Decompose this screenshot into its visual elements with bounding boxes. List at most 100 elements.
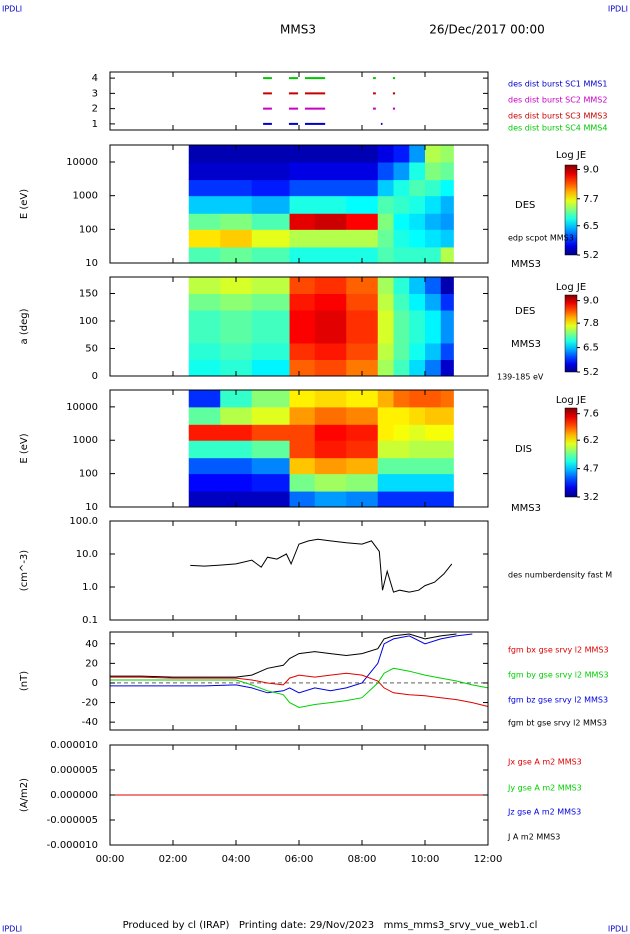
burst-interval [288, 122, 299, 125]
spectrogram-cell [289, 406, 316, 425]
spectrogram-cell [188, 277, 221, 294]
y-tick-label: 0.000005 [50, 765, 98, 776]
legend-entry: fgm bt gse srvy l2 MMS3 [508, 719, 607, 728]
spectrogram-cell [346, 343, 379, 360]
spectrogram-cell [188, 229, 221, 248]
burst-interval [373, 92, 376, 95]
spectrogram-cell [314, 162, 347, 181]
y-tick-label: 10 [85, 258, 98, 269]
spectrogram-cell [393, 246, 410, 264]
spectrogram-cell [409, 310, 426, 327]
spectrogram-cell [393, 213, 410, 230]
burst-interval [392, 77, 396, 80]
spectrogram-cell [409, 229, 426, 248]
spectrogram-cell [409, 162, 426, 181]
colorbar-tick-label: 6.2 [583, 435, 599, 446]
spectrogram-cell [425, 440, 442, 459]
colorbar-tick-label: 5.2 [583, 250, 599, 261]
spectrogram-cell [425, 293, 442, 311]
y-axis-label: E (eV) [19, 189, 30, 219]
spectrogram-cell [220, 473, 253, 492]
spectrogram-cell [251, 491, 291, 508]
spectrogram-cell [188, 213, 221, 230]
spectrogram-cell [314, 457, 347, 475]
y-tick-label: 10.0 [76, 549, 98, 560]
spectrogram-cell [289, 195, 316, 214]
spectrogram-cell [188, 246, 221, 264]
burst-interval [288, 107, 299, 110]
spectrogram-cell [346, 293, 379, 311]
spectrogram-cell [409, 491, 426, 508]
y-tick-label: 3 [92, 88, 98, 99]
spectrogram-cell [314, 491, 347, 508]
spectrogram-cell [346, 326, 379, 344]
spectrogram-cell [188, 473, 221, 492]
spectrogram-cell [377, 162, 394, 181]
y-tick-label: 10000 [66, 402, 98, 413]
spectrogram-cell [251, 473, 291, 492]
burst-interval [373, 107, 376, 110]
spectrogram-cell [289, 440, 316, 459]
spectrogram-cell [393, 179, 410, 197]
spectrogram-cell [346, 440, 379, 459]
spectrogram-cell [346, 213, 379, 230]
spectrogram-cell [393, 390, 410, 408]
spectrogram-cell [440, 326, 454, 344]
colorbar-title: Log JE [556, 150, 586, 161]
spectrogram-cell [188, 440, 221, 459]
spectrogram-cell [393, 326, 410, 344]
burst-interval [263, 92, 272, 95]
burst-interval [304, 107, 326, 110]
spectrogram-cell [289, 390, 316, 408]
spectrogram-cell [409, 473, 426, 492]
spectrogram-cell [289, 246, 316, 264]
series-line [110, 633, 457, 678]
colorbar-tick-label: 4.7 [583, 464, 599, 475]
legend-entry: des numberdensity fast M [508, 571, 612, 580]
spectrogram-cell [440, 310, 454, 327]
spectrogram-cell [251, 145, 291, 163]
spectrogram-cell [289, 424, 316, 441]
spectrogram-cell [188, 145, 221, 163]
spectrogram-cell [314, 326, 347, 344]
panel: Log JE 9.0 7.8 6.5 5.2 DES MMS3 139-185 eV 0 50 10… [19, 276, 599, 382]
spectrogram-cell [220, 229, 253, 248]
y-tick-label: 0.1 [82, 615, 98, 626]
spectrogram-cell [425, 277, 442, 294]
panel-label: DES [515, 200, 535, 211]
spectrogram-cell [314, 343, 347, 360]
burst-interval [304, 122, 326, 125]
spectrogram-cell [314, 145, 347, 163]
plot-title: MMS3 [280, 23, 316, 37]
panel: Log JE 7.6 6.2 4.7 3.2 DIS MMS3 10 100 1000 10000 E… [19, 389, 599, 514]
spectrogram-cell [409, 179, 426, 197]
y-tick-label: 1 [92, 119, 98, 130]
spectrogram-cell [425, 195, 442, 214]
spectrogram-cell [409, 359, 426, 377]
spectrogram-cell [188, 162, 221, 181]
panel-label: MMS3 [511, 259, 541, 270]
spectrogram-cell [409, 293, 426, 311]
spectrogram-cell [220, 293, 253, 311]
spectrogram-cell [440, 179, 454, 197]
y-axis-label: E (eV) [19, 433, 30, 463]
colorbar-tick-label: 5.2 [583, 367, 599, 378]
colorbar [564, 164, 578, 256]
y-tick-label: 2 [92, 104, 98, 115]
x-tick-label: 02:00 [159, 854, 188, 865]
colorbar [564, 407, 578, 498]
spectrogram-cell [393, 310, 410, 327]
spectrogram-cell [289, 162, 316, 181]
spectrogram-cell [251, 343, 291, 360]
spectrogram-cell [377, 491, 394, 508]
spectrogram-cell [377, 310, 394, 327]
spectrogram-cell [440, 246, 454, 264]
y-tick-label: -0.000010 [47, 840, 98, 851]
burst-interval [392, 92, 396, 95]
spectrogram-cell [289, 179, 316, 197]
spectrogram-cell [425, 326, 442, 344]
panel: 0.000010 0.000005 0.000000 -0.000005 -0.0000… [19, 740, 582, 865]
series-line [110, 633, 473, 694]
spectrogram-cell [377, 440, 394, 459]
spectrogram-cell [220, 179, 253, 197]
